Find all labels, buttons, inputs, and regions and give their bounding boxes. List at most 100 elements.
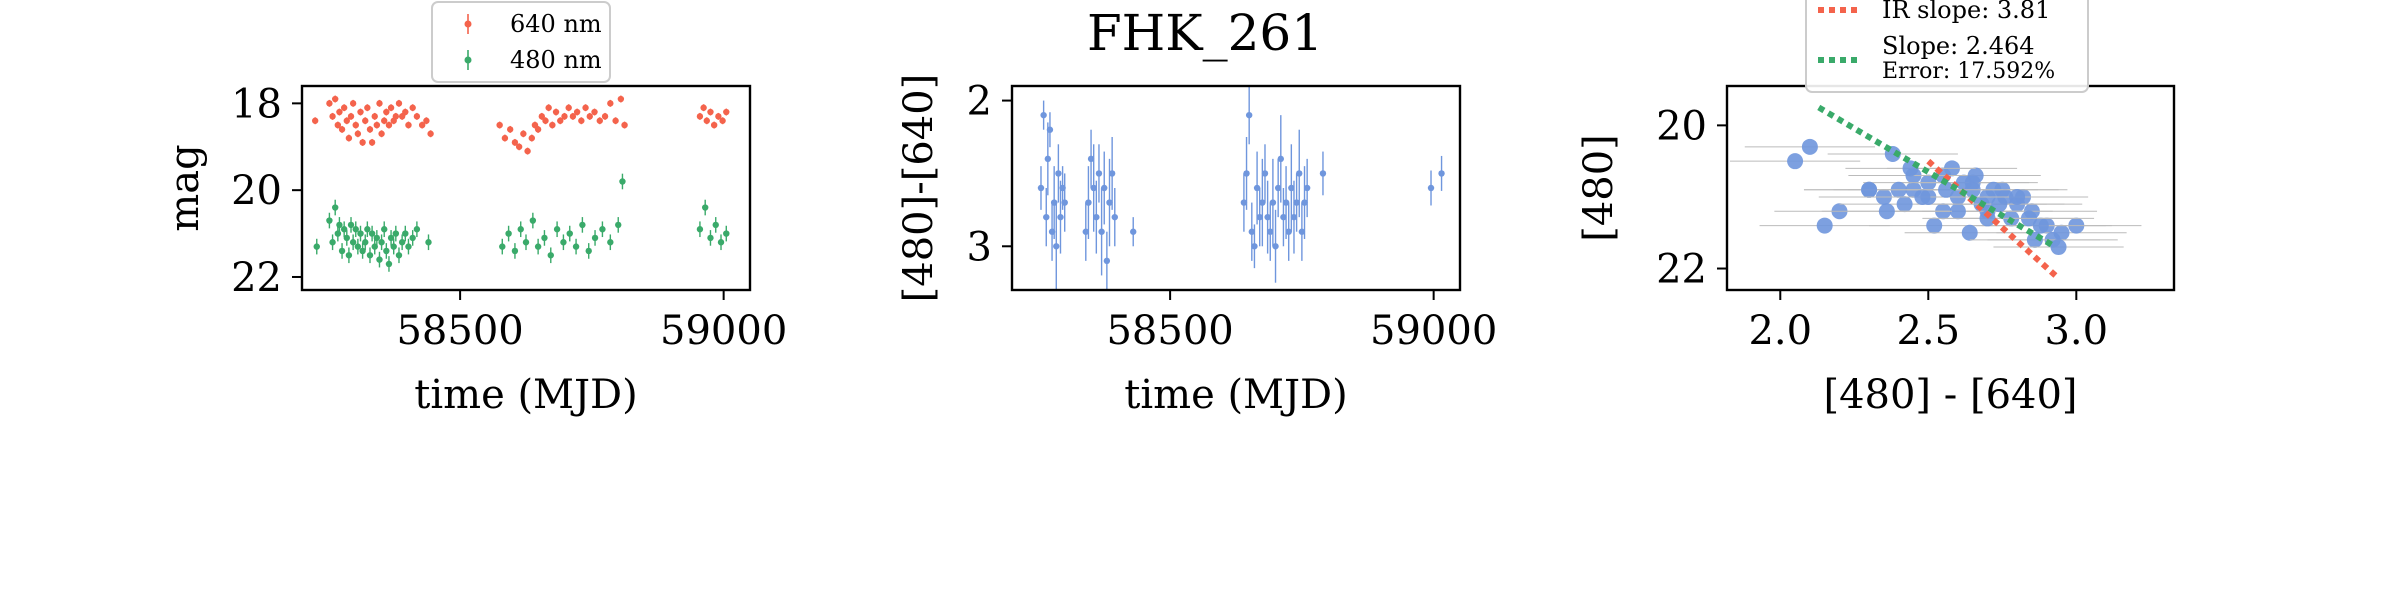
data-point — [1303, 184, 1311, 192]
y-tick-label: 18 — [231, 81, 282, 127]
series-data — [1729, 138, 2142, 256]
data-point — [373, 121, 381, 129]
y-tick-label: 20 — [231, 168, 282, 214]
series-640-nm — [311, 95, 730, 155]
data-point — [723, 108, 730, 116]
data-point — [390, 243, 397, 250]
data-point — [418, 121, 426, 129]
data-point — [1438, 170, 1445, 177]
data-point — [1044, 155, 1052, 163]
data-point — [1103, 257, 1111, 265]
data-point — [621, 121, 628, 129]
data-point — [2009, 188, 2026, 205]
data-point — [413, 226, 421, 233]
data-point — [1861, 181, 1878, 198]
data-point — [542, 117, 549, 124]
legend-marker — [464, 56, 472, 64]
data-point — [336, 221, 343, 229]
data-point — [572, 243, 580, 250]
data-point — [362, 117, 369, 124]
data-point — [1040, 111, 1047, 119]
data-point — [398, 239, 406, 246]
y-axis-label: [480] — [1576, 134, 1622, 242]
data-point — [1301, 199, 1308, 206]
data-point — [395, 252, 403, 259]
y-tick-label: 22 — [1656, 247, 1707, 293]
data-point — [1961, 224, 1978, 241]
data-point — [1055, 170, 1062, 177]
data-point — [423, 117, 430, 124]
data-point — [529, 217, 537, 224]
data-point — [1282, 199, 1290, 206]
data-point — [1274, 184, 1282, 192]
data-point — [1914, 188, 1931, 205]
data-point — [402, 230, 409, 237]
data-point — [1093, 213, 1100, 221]
data-point — [329, 113, 336, 120]
data-point — [1277, 155, 1285, 163]
data-point — [1926, 217, 1943, 234]
data-point — [1085, 199, 1092, 206]
data-point — [347, 113, 355, 120]
data-point — [1090, 184, 1097, 192]
data-point — [336, 108, 343, 116]
data-point — [707, 234, 714, 242]
data-point — [392, 230, 400, 237]
data-point — [326, 100, 333, 107]
data-point — [710, 121, 718, 129]
data-point — [357, 108, 364, 116]
data-point — [591, 234, 599, 242]
data-point — [334, 121, 342, 129]
data-point — [1046, 126, 1054, 133]
data-point — [1967, 167, 1984, 184]
data-point — [1253, 184, 1261, 192]
legend-label: 640 nm — [510, 10, 602, 38]
data-point — [1816, 217, 1833, 234]
data-point — [354, 243, 362, 250]
data-point — [703, 117, 710, 124]
data-point — [409, 104, 416, 111]
data-point — [511, 139, 519, 146]
series-data — [1037, 86, 1445, 290]
data-point — [545, 104, 552, 111]
data-point — [1248, 228, 1256, 235]
data-point — [505, 230, 512, 237]
legend-frame — [1805, 0, 2089, 93]
x-tick-label: 3.0 — [2044, 308, 2108, 354]
data-point — [1061, 199, 1068, 206]
data-point — [566, 230, 573, 237]
data-point — [1043, 213, 1050, 221]
y-axis-label: [480]-[640] — [896, 74, 942, 303]
axes-frame — [300, 84, 752, 292]
data-point — [1878, 203, 1895, 220]
data-point — [586, 113, 593, 120]
data-point — [392, 113, 400, 120]
data-point — [712, 221, 719, 229]
data-point — [332, 95, 339, 103]
data-point — [368, 230, 376, 237]
data-point — [1261, 170, 1269, 177]
data-point — [343, 234, 350, 242]
data-point — [385, 121, 393, 129]
data-point — [387, 104, 395, 111]
data-point — [332, 204, 339, 211]
x-tick-label: 59000 — [1370, 308, 1497, 354]
data-point — [338, 126, 346, 133]
data-point — [717, 239, 725, 246]
data-point — [696, 113, 704, 120]
data-point — [359, 139, 366, 146]
data-point — [1259, 199, 1266, 206]
data-point — [364, 104, 371, 111]
data-point — [357, 230, 364, 237]
data-point — [1095, 170, 1103, 177]
data-point — [1037, 184, 1045, 192]
data-point — [1938, 181, 1955, 198]
data-point — [524, 147, 531, 155]
data-point — [1098, 228, 1105, 235]
y-tick-label: 2 — [967, 79, 992, 125]
y-tick-label: 20 — [1656, 103, 1707, 149]
data-point — [719, 117, 726, 124]
x-axis-label: time (MJD) — [1124, 372, 1347, 418]
data-point — [311, 117, 319, 124]
